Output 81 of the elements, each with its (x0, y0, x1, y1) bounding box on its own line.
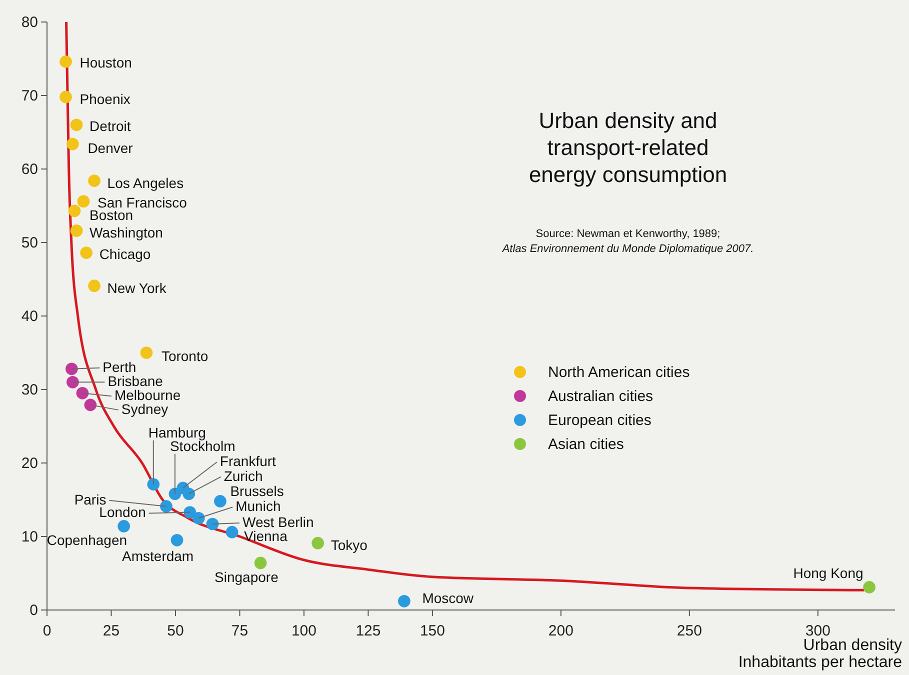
annotation: Zurich (224, 468, 263, 484)
point (88, 174, 100, 187)
y-tick-label: 60 (21, 160, 38, 178)
point (76, 387, 89, 400)
annotation: Tokyo (330, 537, 368, 554)
annotation: Frankfurt (220, 452, 276, 469)
point (77, 195, 90, 208)
annotation: Singapore (214, 568, 279, 585)
x-axis-title: Urban density Inhabitants per hectare (738, 637, 902, 671)
point (60, 56, 72, 68)
annotation: Denver (88, 140, 134, 156)
annotation: Washington (90, 224, 163, 241)
point (60, 90, 72, 104)
x-tick-label: 50 (167, 622, 184, 640)
point (140, 346, 153, 359)
point (68, 204, 81, 218)
annotation: Los Angeles (107, 174, 184, 191)
x-tick-label: 250 (676, 622, 702, 640)
y-tick-label: 40 (21, 308, 38, 325)
point (182, 488, 196, 500)
point (66, 376, 79, 388)
point (88, 280, 100, 292)
point (147, 478, 160, 490)
point (160, 500, 172, 513)
annotation: Toronto (161, 348, 208, 364)
x-tick-label: 200 (548, 622, 574, 640)
annotation: Phoenix (80, 90, 130, 107)
point (80, 246, 92, 259)
point (170, 534, 184, 546)
annotation: Houston (80, 54, 132, 71)
y-tick-label: 50 (21, 234, 38, 252)
y-tick-label: 70 (21, 87, 38, 104)
point (70, 224, 83, 237)
annotation: Perth (102, 358, 136, 375)
annotation: Brisbane (108, 373, 164, 390)
y-tick-label: 80 (21, 14, 38, 31)
annotation: Vienna (244, 528, 288, 544)
point (84, 398, 97, 412)
point (312, 536, 324, 550)
annotation: Brussels (230, 483, 284, 500)
point (214, 495, 226, 508)
legend-label: Asian cities (548, 436, 624, 453)
point (70, 118, 83, 132)
point (398, 595, 410, 608)
legend-label: Australian cities (548, 388, 654, 405)
point (206, 518, 219, 530)
annotation: Moscow (422, 590, 474, 606)
point (66, 138, 79, 150)
y-tick-label: 0 (30, 602, 38, 619)
annotation: Source: Newman et Kenworthy, 1989; (536, 228, 720, 240)
annotation: Chicago (99, 246, 151, 262)
annotation: Detroit (90, 118, 131, 134)
point (254, 556, 267, 570)
legend-label: North American cities (548, 364, 690, 381)
annotation: Melbourne (114, 387, 181, 404)
text: Urban density and transport-related energy consumption (528, 108, 728, 187)
point (118, 520, 130, 532)
annotation: Atlas Environnement du Monde Diplomatique 2007. (501, 243, 754, 255)
annotation: Amsterdam (122, 548, 194, 564)
annotation: West Berlin (242, 514, 314, 530)
annotation: Hamburg (148, 424, 206, 440)
x-tick-label: 100 (291, 622, 316, 640)
point (65, 362, 78, 376)
x-tick-label: 125 (356, 622, 381, 640)
point (863, 581, 876, 594)
annotation: Hong Kong (793, 565, 864, 582)
x-tick-label: 75 (231, 622, 248, 640)
x-tick-label: 300 (805, 622, 830, 640)
annotation: Copenhagen (46, 532, 128, 548)
y-tick-label: 30 (21, 381, 38, 398)
annotation: New York (107, 280, 168, 296)
x-tick-label: 25 (102, 622, 120, 640)
x-tick-label: 150 (420, 622, 445, 640)
annotation: Sydney (121, 400, 168, 417)
point (226, 526, 238, 538)
legend-label: European cities (548, 412, 652, 429)
y-tick-label: 10 (21, 528, 38, 546)
point (192, 512, 205, 524)
x-tick-label: 0 (42, 622, 52, 640)
annotation: Munich (236, 498, 281, 514)
y-tick-label: 20 (21, 454, 38, 472)
